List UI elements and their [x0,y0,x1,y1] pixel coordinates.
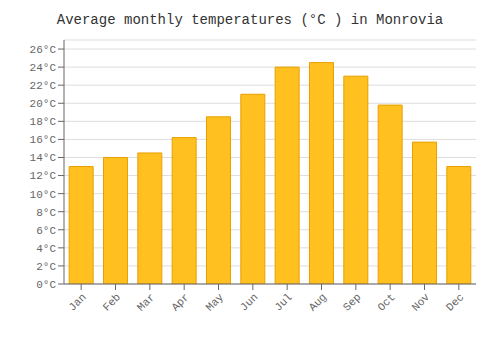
svg-text:Mar: Mar [135,291,157,313]
svg-text:10°C: 10°C [30,189,57,201]
svg-text:Oct: Oct [375,291,397,313]
svg-text:Jun: Jun [238,291,260,313]
svg-text:18°C: 18°C [30,116,57,128]
svg-text:16°C: 16°C [30,134,57,146]
svg-text:22°C: 22°C [30,80,57,92]
svg-text:2°C: 2°C [36,261,56,273]
svg-text:20°C: 20°C [30,98,57,110]
svg-text:8°C: 8°C [36,207,56,219]
svg-text:Aug: Aug [307,291,329,313]
svg-text:Dec: Dec [444,291,466,313]
svg-text:Jul: Jul [272,291,294,313]
svg-text:26°C: 26°C [30,44,57,56]
svg-text:14°C: 14°C [30,152,57,164]
svg-text:0°C: 0°C [36,279,56,291]
svg-text:Apr: Apr [169,291,191,313]
svg-text:6°C: 6°C [36,225,56,237]
svg-text:Jan: Jan [66,291,88,313]
svg-text:Nov: Nov [410,291,433,314]
svg-text:24°C: 24°C [30,62,57,74]
svg-text:12°C: 12°C [30,170,57,182]
svg-text:Sep: Sep [341,291,363,313]
svg-text:May: May [204,291,227,314]
html-text:Average monthly temperatures (: Average monthly temperatures (°C ) in Mo… [56,12,444,28]
svg-text:Feb: Feb [101,291,123,313]
svg-text:4°C: 4°C [36,243,56,255]
